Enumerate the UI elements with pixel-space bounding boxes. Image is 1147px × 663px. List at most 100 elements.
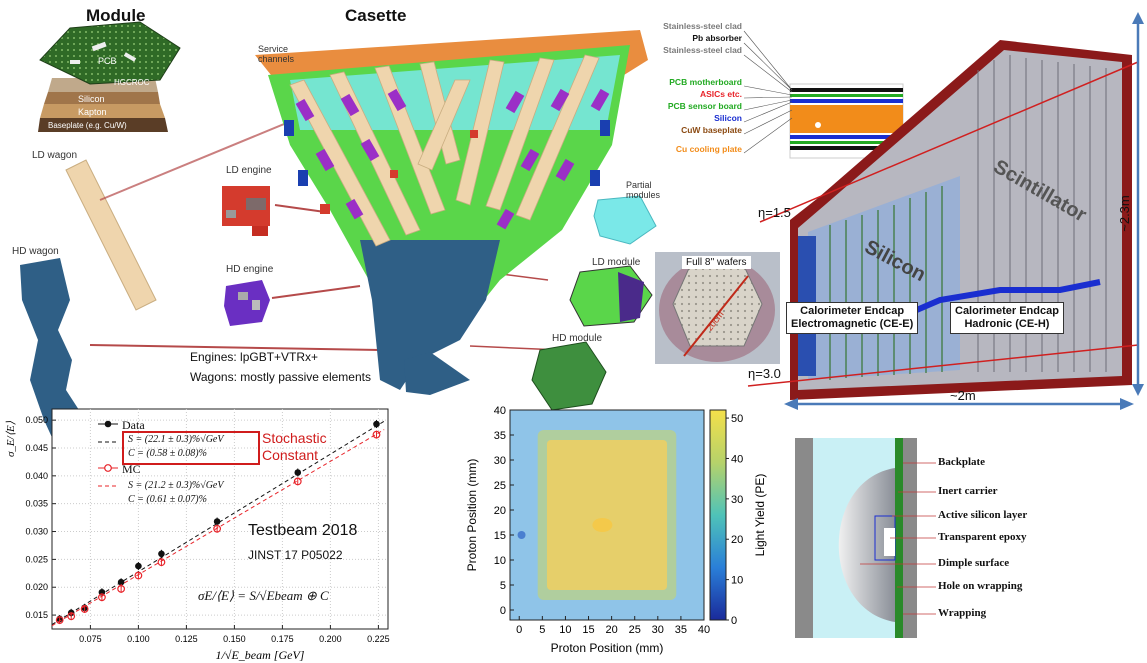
module-layer-pcb: PCB <box>98 56 117 66</box>
x-tick-label: 0.200 <box>319 634 342 644</box>
layer-stack-label: Silicon <box>714 113 742 123</box>
dimension-arrows <box>784 12 1144 410</box>
formula: σE/⟨E⟩ = S/√Ebeam ⊕ C <box>198 588 329 603</box>
colorbar-label: Light Yield (PE) <box>753 474 767 557</box>
layer-stack-label: Stainless-steel clad <box>663 45 742 55</box>
colorbar-tick-label: 20 <box>731 534 743 546</box>
tile-label: Backplate <box>938 456 986 468</box>
stochastic-constant-label: Stochastic Constant <box>262 430 327 463</box>
y-tick-label: 0.030 <box>25 527 48 537</box>
y-tick-label: 20 <box>494 505 506 517</box>
module-layer-silicon: Silicon <box>78 94 105 104</box>
legend-mc-marker <box>104 464 112 472</box>
layer-stack-label: Stainless-steel clad <box>663 21 742 31</box>
y-tick-label: 40 <box>494 405 506 417</box>
x-tick-label: 10 <box>559 624 571 636</box>
height-dimension: ~2.3m <box>1116 195 1132 232</box>
mc-point <box>117 584 126 593</box>
service-channels-label: Service channels <box>258 44 295 64</box>
partial-modules-label: Partial modules <box>626 180 661 200</box>
y-tick-label: 0.015 <box>25 610 48 620</box>
ce-e-label: Calorimeter Endcap Electromagnetic (CE-E) <box>786 302 919 334</box>
module-layer-hgcroc: HGCROC <box>114 78 150 87</box>
y-tick-label: 5 <box>500 580 506 592</box>
x-tick-label: 0 <box>516 624 522 636</box>
y-tick-label: 25 <box>494 480 506 492</box>
y-axis-label: σ_E/⟨E⟩ <box>5 420 17 457</box>
heatmap-plateau <box>546 440 668 590</box>
ld-wagon-shape <box>65 159 157 311</box>
mc-point <box>55 616 64 624</box>
layer-stack-label: ASICs etc. <box>699 89 742 99</box>
hd-module-shape <box>531 341 607 411</box>
wafer-label: Full 8'' wafers <box>682 256 751 269</box>
jinst-label: JINST 17 P05022 <box>248 548 343 562</box>
mc-point <box>80 605 89 613</box>
ld-engine-label: LD engine <box>226 165 272 176</box>
y-tick-label: 0.040 <box>25 471 48 481</box>
tile-label: Active silicon layer <box>938 509 1028 521</box>
heatmap-dimple-spot <box>517 531 526 539</box>
wafer-photo <box>655 252 780 364</box>
cassette-illustration <box>255 30 648 395</box>
y-tick-label: 0.035 <box>25 499 48 509</box>
ld-module-shape <box>569 265 653 327</box>
mc-point <box>98 593 106 602</box>
casette-title: Casette <box>345 6 407 25</box>
x-tick-label: 25 <box>629 624 641 636</box>
light-yield-heatmap: 0 5 10 15 20 25 30 35 40 0 5 10 15 20 25 30 35 40 Proton P… <box>465 405 767 655</box>
x-tick-label: 20 <box>605 624 617 636</box>
width-dimension: ~2m <box>950 388 976 403</box>
tile-diagram <box>795 438 936 638</box>
ce-h-label: Calorimeter Endcap Hadronic (CE-H) <box>950 302 1064 334</box>
y-tick-label: 10 <box>494 555 506 567</box>
legend-mc-s: S = (21.2 ± 0.3)%√GeV <box>128 480 224 491</box>
hd-wagon-label: HD wagon <box>12 246 59 257</box>
eta-high-label: η=1.5 <box>758 205 791 220</box>
y-tick-label: 15 <box>494 530 506 542</box>
colorbar-tick-label: 30 <box>731 494 743 506</box>
x-tick-label: 0.075 <box>79 634 102 644</box>
tile-label: Wrapping <box>938 607 987 619</box>
module-illustration <box>38 21 181 132</box>
mc-point <box>157 558 166 567</box>
y-axis-label: Proton Position (mm) <box>465 459 479 572</box>
ld-engine-shape <box>222 186 270 236</box>
hd-module-label: HD module <box>552 333 603 344</box>
x-tick-label: 5 <box>539 624 545 636</box>
mc-point <box>293 477 302 486</box>
legend-mc-c: C = (0.61 ± 0.07)% <box>128 494 207 505</box>
wagons-note: Wagons: mostly passive elements <box>190 370 371 384</box>
fit-line <box>51 420 385 625</box>
fit-result-box <box>122 431 260 465</box>
mc-point <box>372 430 381 439</box>
data-point <box>117 578 125 586</box>
x-axis-label: 1/√E_beam [GeV] <box>216 648 305 662</box>
x-tick-label: 0.175 <box>271 634 294 644</box>
module-layer-kapton: Kapton <box>78 107 107 117</box>
y-tick-label: 0.045 <box>25 443 48 453</box>
legend-data-marker <box>104 420 112 428</box>
data-point <box>373 420 380 428</box>
y-tick-label: 0.050 <box>25 415 48 425</box>
legend-data-s: S = (22.1 ± 0.3)%√GeV <box>128 434 224 445</box>
layer-stack-label: Cu cooling plate <box>675 144 742 154</box>
hd-engine-shape <box>224 280 270 326</box>
resolution-chart: 0.075 0.100 0.125 0.150 0.175 0.200 0.225 0.015… <box>5 408 390 662</box>
colorbar-tick-label: 40 <box>731 453 743 465</box>
data-point <box>158 550 165 558</box>
data-point <box>213 518 221 525</box>
fit-line <box>51 429 385 627</box>
testbeam-label: Testbeam 2018 <box>248 522 358 539</box>
module-layer-baseplate: Baseplate (e.g. Cu/W) <box>48 121 127 130</box>
tile-label: Transparent epoxy <box>938 531 1027 543</box>
x-tick-label: 0.150 <box>223 634 246 644</box>
ld-wagon-label: LD wagon <box>32 150 78 161</box>
x-tick-label: 15 <box>582 624 594 636</box>
mc-point <box>67 612 76 621</box>
layer-stack-label: PCB sensor board <box>667 101 742 111</box>
y-tick-label: 35 <box>494 430 506 442</box>
legend-mc-label: MC <box>122 462 141 476</box>
layer-stack-label: CuW baseplate <box>681 125 742 135</box>
x-tick-label: 0.225 <box>367 634 390 644</box>
